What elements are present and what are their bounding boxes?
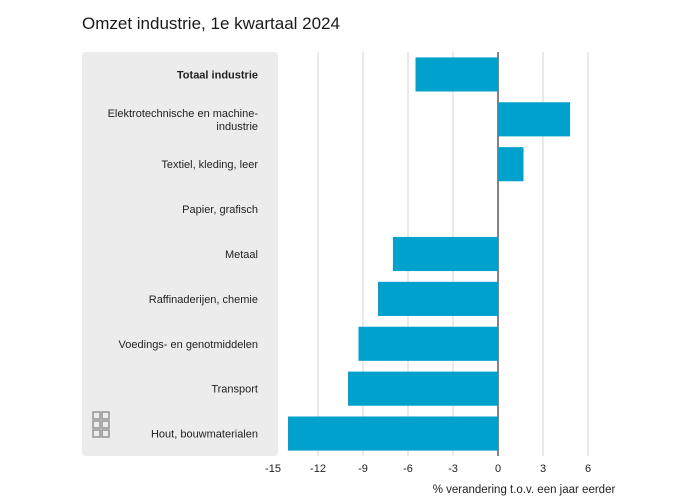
bar [358, 326, 498, 361]
x-tick-label: -15 [265, 463, 281, 475]
bar [415, 57, 498, 92]
bar [348, 371, 498, 406]
category-label: Raffinaderijen, chemie [149, 294, 258, 306]
bar [378, 281, 498, 316]
bar [288, 416, 498, 451]
x-tick-label: 3 [540, 463, 546, 475]
bar [498, 102, 570, 137]
bar [498, 147, 524, 182]
x-tick-label: 0 [495, 463, 501, 475]
label-panel [82, 52, 278, 456]
x-tick-label: -6 [403, 463, 413, 475]
cbs-logo-icon [92, 411, 110, 438]
tick-labels: -15 -12 -9 -6 -3 0 3 6 [265, 463, 591, 475]
category-label: Elektrotechnische en machine-industrie [108, 108, 259, 133]
bar [393, 236, 498, 272]
category-label: Voedings- en genotmiddelen [119, 339, 258, 351]
category-label: Transport [211, 384, 258, 396]
category-label: Textiel, kleding, leer [161, 159, 258, 171]
x-tick-label: 6 [585, 463, 591, 475]
category-label: Totaal industrie [177, 69, 258, 81]
x-tick-label: -12 [310, 463, 326, 475]
category-label: Papier, grafisch [182, 204, 258, 216]
x-tick-label: -3 [448, 463, 458, 475]
category-labels: Totaal industrie Elektrotechnische en mac… [108, 69, 259, 440]
x-axis-label: % verandering t.o.v. een jaar eerder [433, 484, 616, 496]
category-label: Metaal [225, 249, 258, 261]
x-tick-label: -9 [358, 463, 368, 475]
category-label: Hout, bouwmaterialen [151, 429, 258, 441]
bars [288, 57, 570, 451]
chart-title: Omzet industrie, 1e kwartaal 2024 [82, 14, 340, 33]
